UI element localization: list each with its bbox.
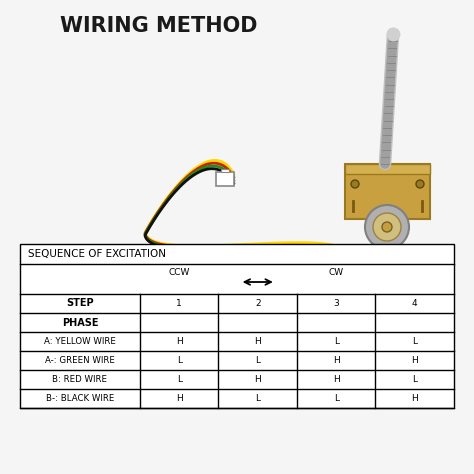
- Circle shape: [351, 180, 359, 188]
- Text: 2: 2: [255, 299, 261, 308]
- Circle shape: [374, 258, 379, 264]
- Text: WIRING METHOD: WIRING METHOD: [60, 16, 257, 36]
- Circle shape: [366, 258, 372, 264]
- Text: L: L: [334, 394, 339, 403]
- Text: H: H: [333, 356, 340, 365]
- Text: L: L: [412, 337, 417, 346]
- Text: 3: 3: [333, 299, 339, 308]
- Text: SEQUENCE OF EXCITATION: SEQUENCE OF EXCITATION: [28, 249, 166, 259]
- Text: CW: CW: [328, 268, 344, 277]
- Text: PHASE: PHASE: [62, 318, 98, 328]
- Text: L: L: [412, 375, 417, 384]
- Bar: [20, 244, 454, 408]
- Circle shape: [353, 258, 357, 264]
- Text: H: H: [255, 337, 261, 346]
- Circle shape: [359, 258, 365, 264]
- Text: L: L: [255, 356, 260, 365]
- Circle shape: [382, 222, 392, 232]
- Text: A: YELLOW WIRE: A: YELLOW WIRE: [44, 337, 116, 346]
- Circle shape: [346, 258, 350, 264]
- Text: H: H: [333, 375, 340, 384]
- Text: 1: 1: [176, 299, 182, 308]
- Bar: [340, 249, 435, 269]
- Text: A-: GREEN WIRE: A-: GREEN WIRE: [45, 356, 115, 365]
- Circle shape: [365, 205, 409, 249]
- Text: H: H: [411, 394, 418, 403]
- Text: STEP: STEP: [66, 299, 94, 309]
- Text: H: H: [255, 375, 261, 384]
- Text: L: L: [255, 394, 260, 403]
- Text: L: L: [334, 337, 339, 346]
- Text: H: H: [411, 356, 418, 365]
- Text: H: H: [176, 337, 182, 346]
- Text: B-: BLACK WIRE: B-: BLACK WIRE: [46, 394, 114, 403]
- Text: L: L: [177, 356, 182, 365]
- Circle shape: [373, 213, 401, 241]
- Text: 4: 4: [412, 299, 418, 308]
- Circle shape: [416, 180, 424, 188]
- Bar: [345, 164, 430, 219]
- Text: H: H: [176, 394, 182, 403]
- Text: L: L: [177, 375, 182, 384]
- Bar: [216, 172, 234, 186]
- Text: B: RED WIRE: B: RED WIRE: [53, 375, 108, 384]
- Text: CCW: CCW: [169, 268, 190, 277]
- Bar: [345, 164, 430, 174]
- Bar: [221, 169, 229, 172]
